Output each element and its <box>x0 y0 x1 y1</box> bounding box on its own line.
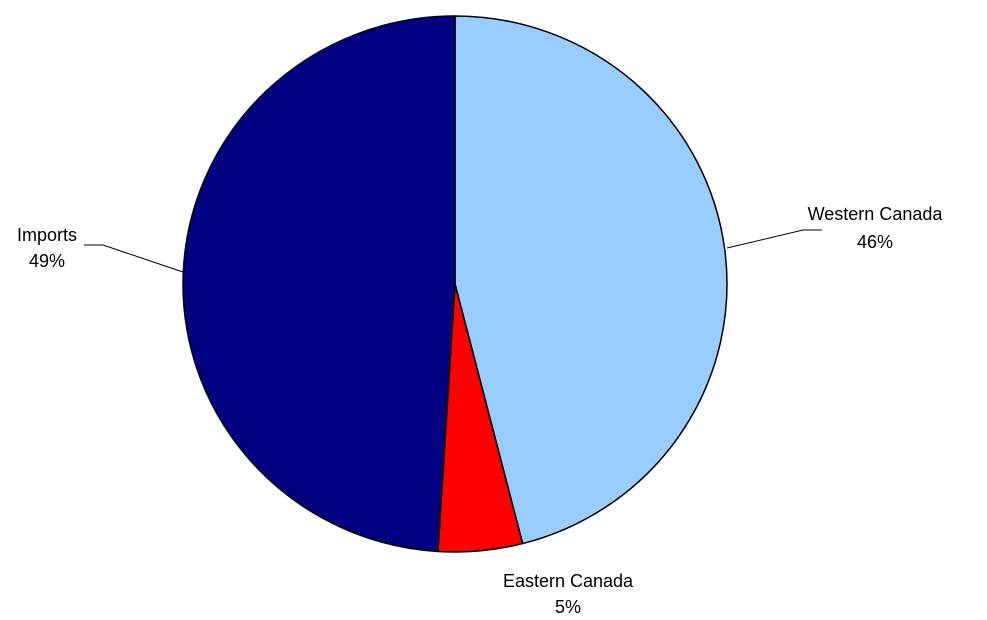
label-imports: Imports <box>17 225 77 245</box>
pie-slice-western-canada <box>454 15 728 545</box>
pie-slice-imports <box>182 15 456 553</box>
label-western-canada: Western Canada <box>808 204 944 224</box>
pie-slices <box>182 15 728 553</box>
label-eastern-canada: Eastern Canada <box>503 571 634 591</box>
value-eastern-canada: 5% <box>555 597 581 617</box>
value-western-canada: 46% <box>857 232 893 252</box>
leader-line-imports <box>84 244 184 273</box>
leader-lines <box>84 229 822 273</box>
value-imports: 49% <box>29 251 65 271</box>
leader-line-western-canada <box>726 229 822 249</box>
